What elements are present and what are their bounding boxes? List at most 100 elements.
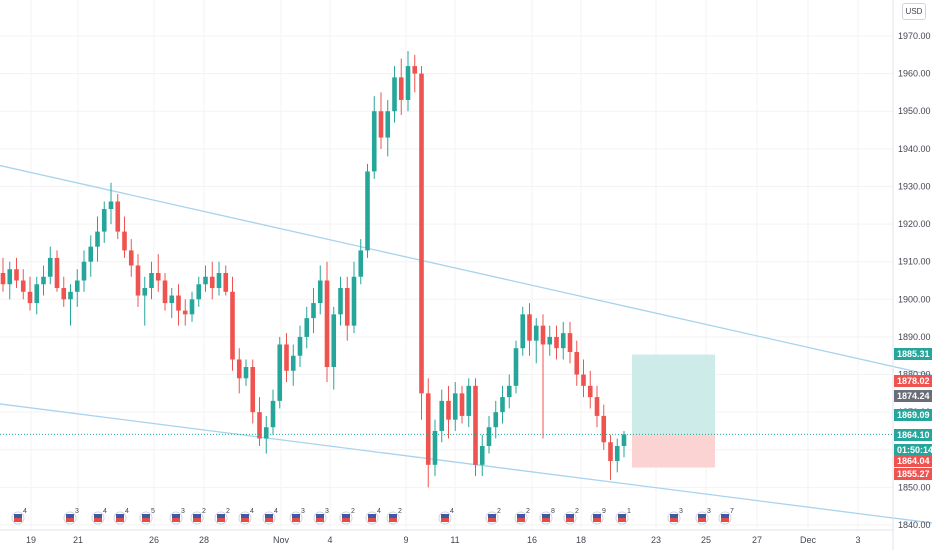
flag-canton xyxy=(670,514,678,518)
candle-body xyxy=(14,269,19,281)
event-marker[interactable]: 4 xyxy=(438,508,454,525)
price-tags: 1885.31 1878.02 1874.24 1869.09 1864.10 01:50… xyxy=(894,348,932,480)
candle-body xyxy=(493,412,499,428)
y-tick-label: 1840.00 xyxy=(898,520,931,530)
event-marker[interactable]: 4 xyxy=(91,508,107,525)
flag-stripes xyxy=(292,518,300,522)
y-tick-label: 1880.00 xyxy=(898,370,931,380)
event-marker[interactable]: 3 xyxy=(313,508,329,525)
candle-body xyxy=(567,333,573,352)
flag-stripes xyxy=(698,518,706,522)
event-marker[interactable]: 2 xyxy=(514,508,530,525)
flag-canton xyxy=(618,514,626,518)
event-marker[interactable]: 4 xyxy=(113,508,129,525)
event-marker[interactable]: 3 xyxy=(695,508,711,525)
event-marker[interactable]: 3 xyxy=(63,508,79,525)
event-count: 4 xyxy=(377,508,381,515)
candle-body xyxy=(331,314,337,368)
y-tick-label: 1900.00 xyxy=(898,294,931,304)
candle-body xyxy=(473,385,478,465)
price-tag-bg xyxy=(894,444,932,456)
candle-body xyxy=(81,261,87,281)
flag-canton xyxy=(292,514,300,518)
event-marker[interactable]: 2 xyxy=(214,508,230,525)
candle-body xyxy=(88,246,94,262)
candle-body xyxy=(554,336,559,349)
event-marker[interactable]: 4 xyxy=(11,508,27,525)
candle-body xyxy=(250,367,256,413)
flag-canton xyxy=(94,514,102,518)
event-marker[interactable]: 2 xyxy=(190,508,206,525)
candle-body xyxy=(290,355,296,371)
candle-body xyxy=(513,348,519,386)
candle-body xyxy=(419,73,424,394)
y-tick-label: 1950.00 xyxy=(898,106,931,116)
flag-canton xyxy=(14,514,22,518)
flag-canton xyxy=(566,514,574,518)
event-count: 4 xyxy=(274,508,278,515)
candle-body xyxy=(560,333,566,349)
event-count: 8 xyxy=(551,508,555,515)
x-tick-label: 16 xyxy=(527,535,537,545)
candle-body xyxy=(216,272,222,289)
candle-body xyxy=(344,288,350,326)
event-marker[interactable]: 3 xyxy=(667,508,683,525)
event-count: 2 xyxy=(398,508,402,515)
event-marker[interactable]: 7 xyxy=(718,508,734,525)
event-marker[interactable]: 1 xyxy=(615,508,631,525)
flag-canton xyxy=(389,514,397,518)
event-marker[interactable]: 8 xyxy=(539,508,555,525)
candle-body xyxy=(479,446,485,465)
y-tick-label: 1940.00 xyxy=(898,144,931,154)
price-tag-bg xyxy=(894,468,932,480)
event-count: 1 xyxy=(627,508,631,515)
candle-body xyxy=(533,325,539,341)
x-tick-label: 11 xyxy=(450,535,459,545)
event-marker[interactable]: 2 xyxy=(485,508,501,525)
candle-body xyxy=(432,430,438,465)
candle-body xyxy=(189,299,195,315)
event-marker[interactable]: 4 xyxy=(365,508,381,525)
candle-body xyxy=(547,336,553,345)
event-count: 4 xyxy=(23,508,27,515)
flag-stripes xyxy=(142,518,150,522)
event-count: 4 xyxy=(250,508,254,515)
candle-body xyxy=(520,314,526,349)
currency-badge[interactable]: USD xyxy=(902,3,926,20)
event-marker[interactable]: 3 xyxy=(169,508,185,525)
candle-body xyxy=(574,351,580,375)
event-marker[interactable]: 2 xyxy=(386,508,402,525)
flag-stripes xyxy=(670,518,678,522)
candle-body xyxy=(351,276,357,326)
candle-body xyxy=(203,276,208,285)
flag-canton xyxy=(721,514,729,518)
flag-stripes xyxy=(389,518,397,522)
event-marker[interactable]: 2 xyxy=(563,508,579,525)
flag-canton xyxy=(172,514,180,518)
candle-body xyxy=(439,400,445,431)
x-tick-label: Dec xyxy=(800,535,817,545)
candle-body xyxy=(20,280,26,292)
event-marker[interactable]: 5 xyxy=(139,508,155,525)
event-marker[interactable]: 2 xyxy=(339,508,355,525)
candle-body xyxy=(263,427,269,439)
y-tick-label: 1890.00 xyxy=(898,332,931,342)
event-marker[interactable]: 4 xyxy=(238,508,254,525)
event-marker[interactable]: 4 xyxy=(262,508,278,525)
economic-event-markers[interactable]: 4 3 4 4 5 3 2 2 4 4 3 3 2 4 2 4 2 2 8 2 9 1 3 3 7 xyxy=(11,508,734,525)
event-marker[interactable]: 9 xyxy=(590,508,606,525)
flag-canton xyxy=(698,514,706,518)
candle-body xyxy=(446,400,451,420)
candle-body xyxy=(614,446,620,462)
event-count: 4 xyxy=(103,508,107,515)
flag-canton xyxy=(441,514,449,518)
candle-body xyxy=(412,66,418,74)
event-count: 2 xyxy=(351,508,355,515)
flag-canton xyxy=(66,514,74,518)
position-tool[interactable] xyxy=(632,354,715,468)
flag-stripes xyxy=(721,518,729,522)
event-marker[interactable]: 3 xyxy=(289,508,305,525)
trendlines[interactable] xyxy=(0,160,932,525)
flag-canton xyxy=(542,514,550,518)
